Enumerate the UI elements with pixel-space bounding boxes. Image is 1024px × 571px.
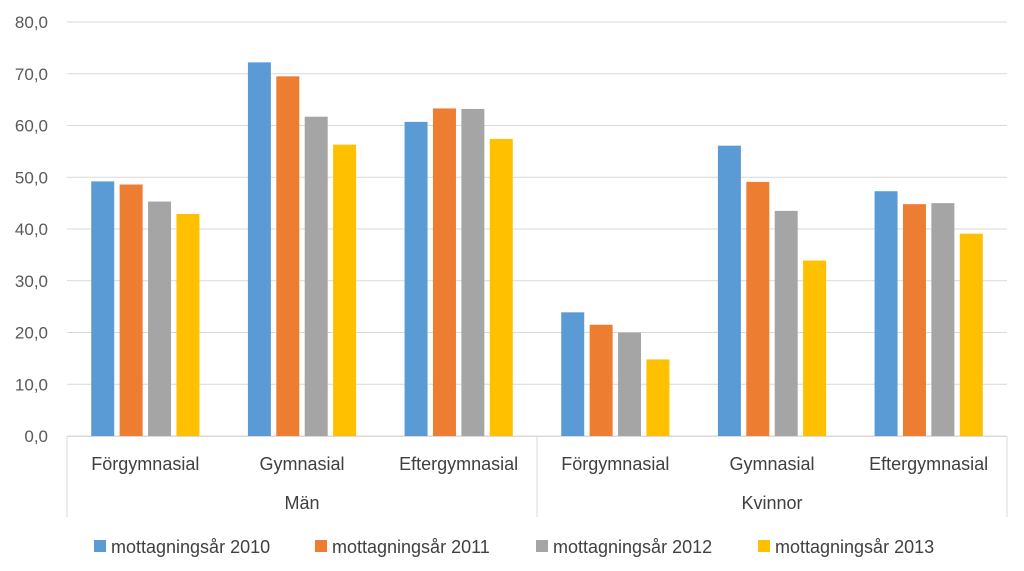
category-label: Förgymnasial [561,454,669,474]
bar [247,62,271,437]
y-tick-label: 60,0 [15,117,48,136]
gridlines [67,21,1007,437]
bar [646,359,670,436]
bar [404,121,428,436]
bar [959,233,983,436]
bar [589,324,613,436]
bar [931,203,955,436]
bar [717,145,741,436]
y-tick-label: 10,0 [15,375,48,394]
bar [148,201,172,436]
group-label: Kvinnor [741,493,802,513]
category-label: Eftergymnasial [869,454,988,474]
y-tick-label: 20,0 [15,324,48,343]
legend-swatch [536,540,548,552]
legend: mottagningsår 2010 mottagningsår 2011 mott… [94,537,934,557]
bar [774,210,798,436]
bar [902,204,926,436]
legend-swatch [315,540,327,552]
category-label: Förgymnasial [91,454,199,474]
legend-label: mottagningsår 2013 [775,537,934,557]
y-tick-label: 70,0 [15,65,48,84]
bar [432,108,456,437]
bar [461,108,485,436]
bar [803,260,827,436]
bar [561,312,585,436]
y-tick-label: 80,0 [15,13,48,32]
legend-swatch [94,540,106,552]
bar [618,332,642,436]
y-tick-label: 50,0 [15,168,48,187]
bar [874,191,898,436]
bar [176,213,200,436]
y-tick-label: 30,0 [15,272,48,291]
group-label: Män [284,493,319,513]
bar [746,181,770,436]
category-label: Gymnasial [729,454,814,474]
bar [333,144,357,436]
legend-swatch [758,540,770,552]
bar [119,184,143,436]
legend-label: mottagningsår 2010 [111,537,270,557]
x-axis: Förgymnasial Gymnasial Eftergymnasial Förgy… [66,436,1008,517]
legend-label: mottagningsår 2012 [553,537,712,557]
y-tick-label: 0,0 [24,427,48,446]
category-label: Gymnasial [259,454,344,474]
y-tick-label: 40,0 [15,220,48,239]
bar [489,138,513,436]
bar [91,181,115,436]
bar [276,76,300,437]
bars [91,62,983,437]
bar [304,116,328,436]
category-label: Eftergymnasial [399,454,518,474]
legend-label: mottagningsår 2011 [332,537,490,557]
y-axis-ticks: 0,0 10,0 20,0 30,0 40,0 50,0 60,0 70,0 80,0 [15,13,48,446]
